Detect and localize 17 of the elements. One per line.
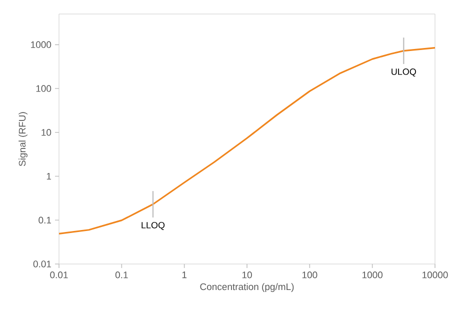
- x-tick-label: 1: [182, 272, 187, 278]
- y-tick-label: 0.01: [33, 260, 51, 268]
- x-tick-label: 1000: [362, 272, 383, 278]
- x-tick-label: 10: [242, 272, 252, 278]
- y-tick-label: 0.1: [38, 216, 52, 224]
- y-tick-label: 100: [36, 85, 52, 92]
- x-tick-label: 0.01: [50, 272, 68, 278]
- annotation: LLOQ: [142, 222, 165, 230]
- x-axis-title: Concentration (pg/mL): [200, 283, 294, 292]
- x-tick-label: 0.1: [115, 272, 128, 278]
- y-tick-label: 1000: [31, 41, 52, 48]
- x-tick-label: 10000: [422, 272, 448, 278]
- y-tick-label: 1: [46, 172, 52, 180]
- y-tick-label: 10: [42, 129, 52, 136]
- x-tick-label: 100: [302, 272, 318, 278]
- y-axis-title: Signal (RFU): [18, 112, 28, 166]
- annotation: ULOQ: [392, 68, 416, 76]
